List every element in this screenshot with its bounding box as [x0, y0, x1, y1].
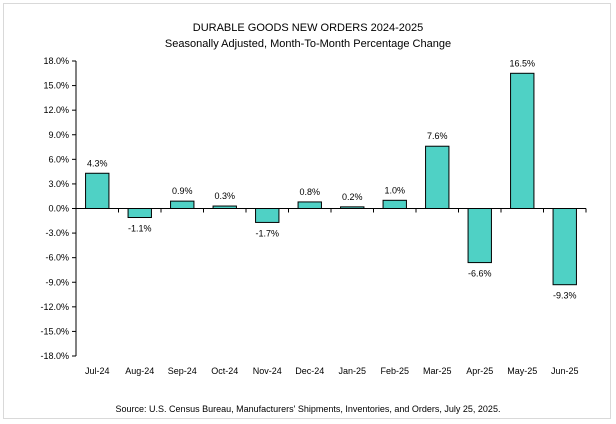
bar-mar-25: [425, 145, 450, 210]
bars: 4.3% -1.1% 0.9% 0.3% -1.7% 0.8% 0.2% 1.0% 7.6% -6…: [85, 58, 577, 301]
data-label: 0.9%: [172, 186, 193, 196]
source-note: Source: U.S. Census Bureau, Manufacturer…: [116, 404, 501, 414]
bar-jul-24: [85, 172, 110, 209]
data-label: -9.3%: [553, 291, 577, 301]
data-label: 1.0%: [384, 185, 405, 195]
data-label: 0.3%: [214, 191, 235, 201]
y-tick-label: 0.0%: [48, 204, 69, 214]
chart-subtitle: Seasonally Adjusted, Month-To-Month Perc…: [165, 38, 451, 50]
bar-aug-24: [127, 208, 152, 219]
y-tick-label: 12.0%: [43, 105, 69, 115]
y-tick-label: 3.0%: [48, 179, 69, 189]
bar-sep-24: [170, 200, 195, 209]
x-tick-label: Oct-24: [211, 366, 238, 376]
chart-frame: DURABLE GOODS NEW ORDERS 2024-2025 Seaso…: [3, 3, 611, 419]
x-tick-label: Feb-25: [380, 366, 409, 376]
x-tick-label: Nov-24: [253, 366, 282, 376]
y-tick-label: -15.0%: [40, 326, 69, 336]
x-tick-label: Jun-25: [551, 366, 579, 376]
y-tick-label: -12.0%: [40, 302, 69, 312]
y-tick-label: -9.0%: [45, 277, 69, 287]
data-label: 7.6%: [427, 131, 448, 141]
data-label: 0.2%: [342, 192, 363, 202]
y-tick-label: -6.0%: [45, 253, 69, 263]
data-label: 0.8%: [299, 187, 320, 197]
bar-nov-24: [255, 208, 280, 223]
y-tick-label: -3.0%: [45, 228, 69, 238]
data-label: -1.7%: [255, 228, 279, 238]
y-tick-label: 6.0%: [48, 154, 69, 164]
x-tick-label: May-25: [507, 366, 537, 376]
y-axis: 18.0% 15.0% 12.0% 9.0% 6.0% 3.0% 0.0% -3.0% -6.0…: [40, 56, 77, 361]
y-tick-label: 18.0%: [43, 56, 69, 66]
chart: DURABLE GOODS NEW ORDERS 2024-2025 Seaso…: [40, 22, 587, 414]
x-tick-label: Sep-24: [168, 366, 197, 376]
data-label: 16.5%: [509, 58, 535, 68]
data-label: -6.6%: [468, 269, 492, 279]
bar-feb-25: [382, 199, 407, 210]
bar-dec-24: [297, 201, 322, 209]
x-tick-label: Mar-25: [423, 366, 452, 376]
data-label: 4.3%: [87, 158, 108, 168]
data-label: -1.1%: [128, 224, 152, 234]
x-tick-label: Apr-25: [466, 366, 493, 376]
x-tick-label: Jan-25: [338, 366, 366, 376]
y-tick-label: -18.0%: [40, 351, 69, 361]
bar-apr-25: [467, 208, 492, 264]
chart-title: DURABLE GOODS NEW ORDERS 2024-2025: [193, 22, 423, 34]
x-tick-label: Jul-24: [85, 366, 110, 376]
y-tick-label: 15.0%: [43, 81, 69, 91]
y-tick-label: 9.0%: [48, 130, 69, 140]
x-tick-label: Aug-24: [125, 366, 154, 376]
bar-may-25: [510, 72, 535, 209]
x-tick-label: Dec-24: [295, 366, 324, 376]
bar-jun-25: [552, 208, 577, 286]
x-axis: Jul-24 Aug-24 Sep-24 Oct-24 Nov-24 Dec-24 Jan-…: [75, 208, 587, 376]
